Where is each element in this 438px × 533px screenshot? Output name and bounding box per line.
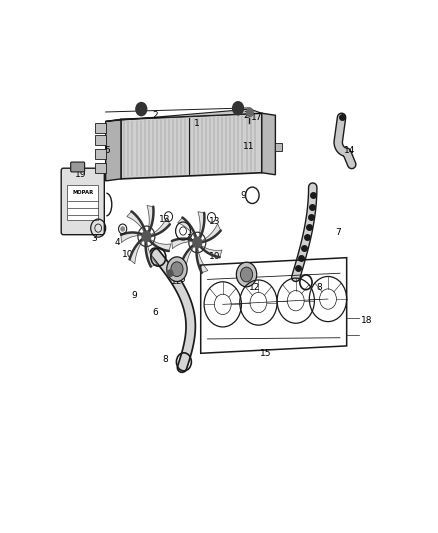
Text: 13: 13 bbox=[159, 215, 171, 224]
Text: 8: 8 bbox=[317, 283, 322, 292]
Text: 5: 5 bbox=[105, 146, 110, 155]
Polygon shape bbox=[197, 212, 205, 243]
Text: 2: 2 bbox=[244, 111, 249, 120]
Text: 6: 6 bbox=[152, 308, 158, 317]
Polygon shape bbox=[130, 236, 146, 264]
Text: 12: 12 bbox=[249, 283, 261, 292]
Polygon shape bbox=[146, 236, 171, 251]
FancyBboxPatch shape bbox=[276, 143, 282, 151]
Text: 1: 1 bbox=[194, 119, 200, 128]
Polygon shape bbox=[121, 232, 146, 243]
Circle shape bbox=[247, 108, 253, 117]
Circle shape bbox=[121, 227, 124, 231]
Circle shape bbox=[171, 262, 183, 277]
Polygon shape bbox=[197, 243, 222, 257]
Circle shape bbox=[240, 267, 253, 282]
FancyBboxPatch shape bbox=[95, 135, 106, 145]
Polygon shape bbox=[262, 113, 276, 175]
Polygon shape bbox=[197, 243, 208, 273]
Polygon shape bbox=[127, 212, 146, 236]
Circle shape bbox=[193, 237, 202, 248]
Text: 8: 8 bbox=[162, 355, 168, 364]
Text: 3: 3 bbox=[91, 234, 97, 243]
Polygon shape bbox=[106, 119, 121, 181]
Text: 9: 9 bbox=[132, 292, 138, 300]
Circle shape bbox=[142, 231, 151, 241]
Text: 9: 9 bbox=[240, 191, 246, 200]
Text: 3: 3 bbox=[186, 234, 192, 243]
Text: MOPAR: MOPAR bbox=[72, 190, 93, 195]
Polygon shape bbox=[106, 109, 262, 122]
Text: 4: 4 bbox=[115, 238, 120, 247]
Polygon shape bbox=[172, 239, 197, 248]
Polygon shape bbox=[146, 206, 153, 236]
FancyBboxPatch shape bbox=[71, 162, 85, 172]
Circle shape bbox=[237, 262, 257, 287]
Circle shape bbox=[167, 270, 173, 277]
Circle shape bbox=[233, 102, 244, 115]
Text: 10: 10 bbox=[122, 251, 134, 259]
Polygon shape bbox=[146, 217, 170, 236]
FancyBboxPatch shape bbox=[95, 163, 106, 173]
FancyBboxPatch shape bbox=[67, 185, 98, 220]
Polygon shape bbox=[180, 243, 197, 270]
Text: 10: 10 bbox=[208, 252, 220, 261]
FancyBboxPatch shape bbox=[61, 168, 104, 235]
Text: 11: 11 bbox=[243, 142, 254, 150]
Text: 15: 15 bbox=[259, 349, 271, 358]
Circle shape bbox=[167, 257, 187, 281]
Polygon shape bbox=[178, 217, 197, 243]
Text: 2: 2 bbox=[152, 111, 158, 120]
Text: 13: 13 bbox=[208, 217, 220, 227]
Text: 19: 19 bbox=[74, 170, 86, 179]
Text: 17: 17 bbox=[251, 113, 262, 122]
FancyBboxPatch shape bbox=[95, 123, 106, 133]
Polygon shape bbox=[121, 113, 262, 179]
Polygon shape bbox=[145, 236, 157, 266]
Text: 14: 14 bbox=[344, 146, 356, 155]
Text: 16: 16 bbox=[175, 275, 186, 284]
Text: 18: 18 bbox=[361, 316, 373, 325]
Text: 12: 12 bbox=[171, 277, 183, 286]
Text: 7: 7 bbox=[336, 228, 341, 237]
FancyBboxPatch shape bbox=[95, 149, 106, 159]
Circle shape bbox=[136, 102, 147, 116]
Polygon shape bbox=[197, 224, 221, 243]
